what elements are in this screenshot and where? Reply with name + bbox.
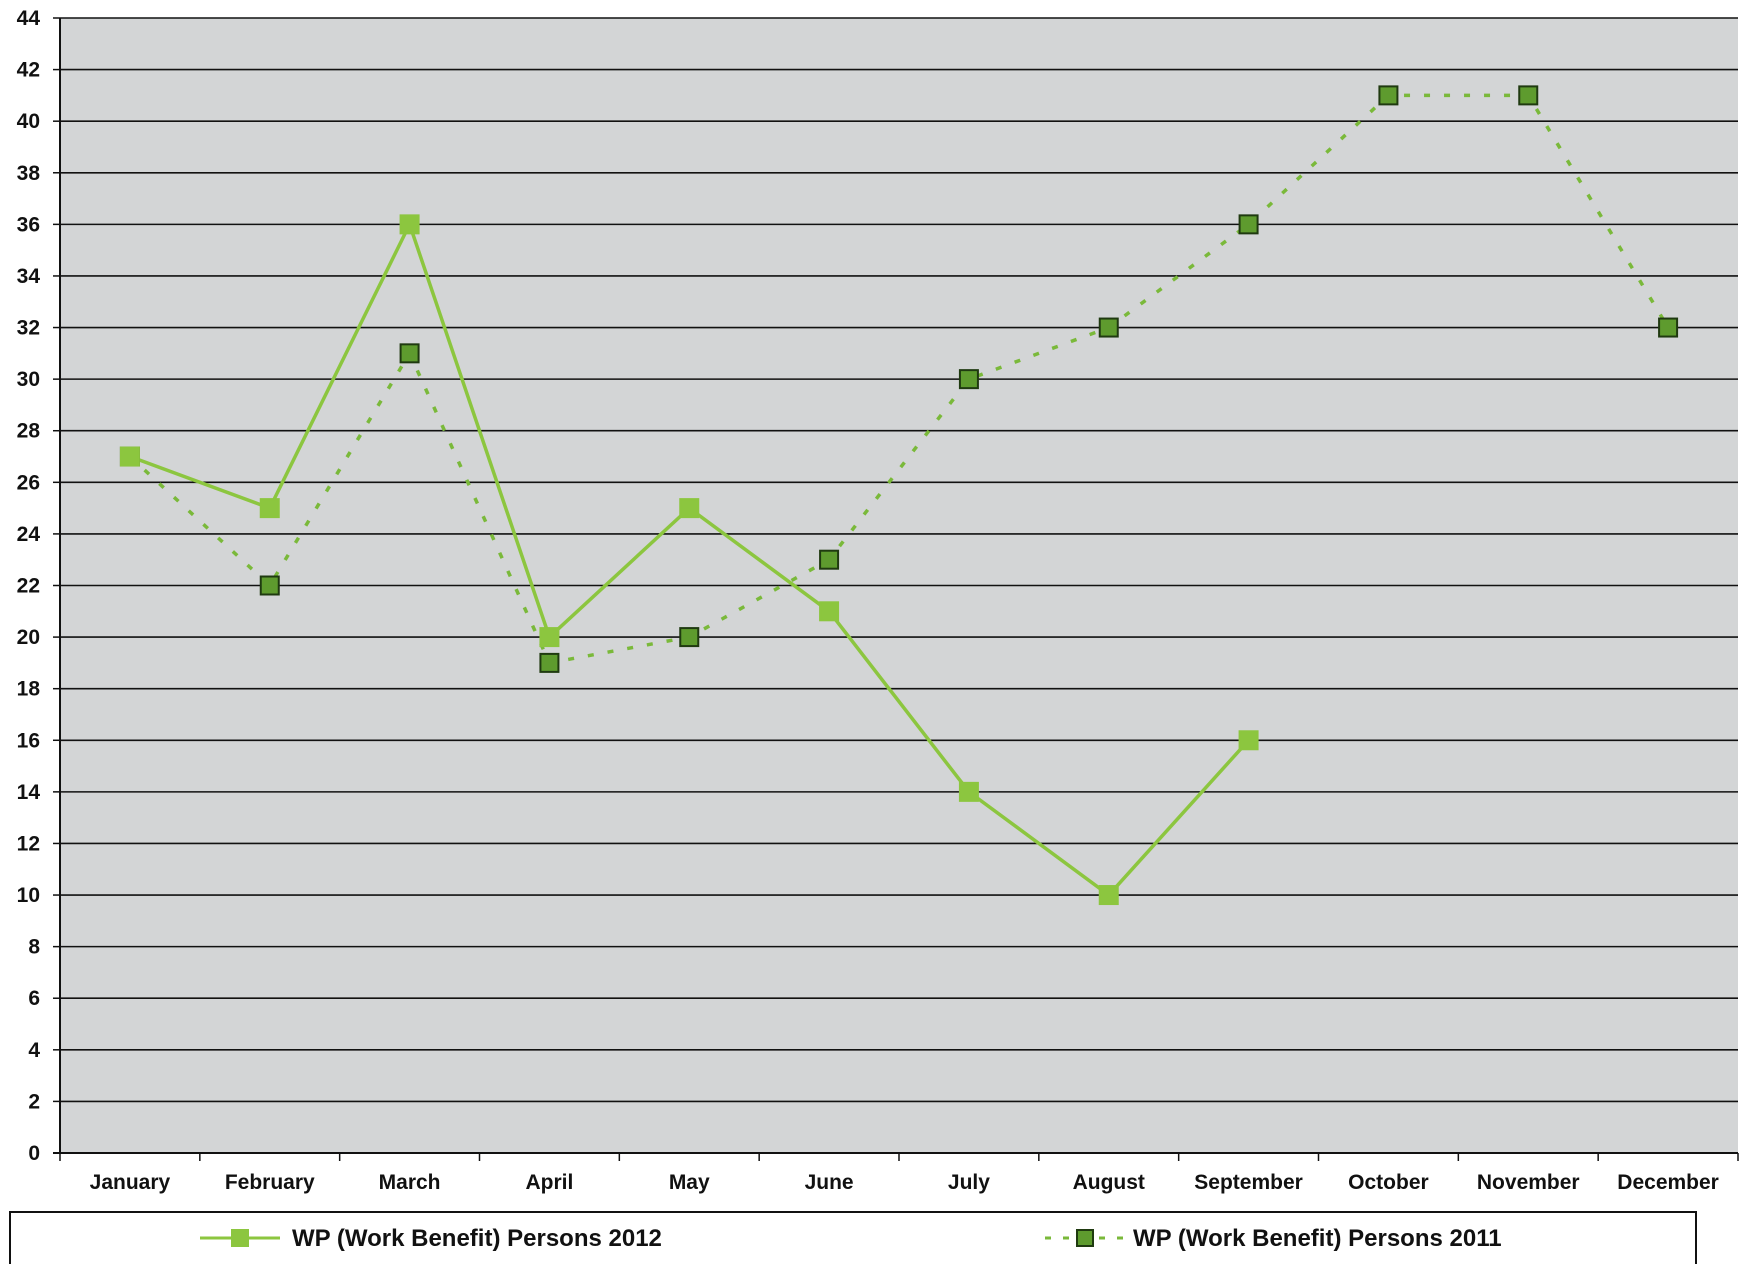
x-tick-label-july: July (948, 1171, 990, 1194)
legend-item-2011: WP (Work Benefit) Persons 2011 (1045, 1225, 1502, 1252)
y-tick-label: 18 (17, 678, 41, 701)
x-tick-label-january: January (90, 1171, 171, 1194)
x-tick-label-december: December (1617, 1171, 1719, 1194)
marker-2012-august (1098, 885, 1119, 906)
gridlines (60, 17, 1738, 1103)
y-tick-label: 36 (17, 213, 40, 236)
marker-2011-march (399, 343, 420, 364)
x-tick-label-november: November (1477, 1171, 1580, 1194)
marker-2011-october (1378, 85, 1399, 106)
y-tick-label: 14 (17, 781, 41, 804)
legend-item-2012: WP (Work Benefit) Persons 2012 (200, 1225, 662, 1252)
legend-label-2012: WP (Work Benefit) Persons 2012 (292, 1225, 662, 1252)
legend-label-2011: WP (Work Benefit) Persons 2011 (1133, 1225, 1502, 1252)
x-tick-label-august: August (1073, 1171, 1145, 1194)
legend-marker-2012 (231, 1229, 249, 1247)
y-tick-label: 40 (17, 110, 40, 133)
y-tick-label: 30 (17, 368, 40, 391)
y-tick-label: 8 (28, 936, 40, 959)
marker-2011-july (958, 369, 979, 390)
y-tick-label: 44 (17, 7, 41, 30)
y-tick-label: 0 (28, 1142, 40, 1165)
x-tick-label-february: February (225, 1171, 315, 1194)
y-tick-label: 16 (17, 729, 40, 752)
y-tick-label: 42 (17, 59, 40, 82)
y-tick-label: 20 (17, 626, 40, 649)
x-tick-label-june: June (805, 1171, 854, 1194)
y-tick-label: 6 (28, 987, 40, 1010)
marker-2011-april (539, 652, 560, 673)
marker-2012-september (1238, 730, 1259, 751)
legend-symbol-2011 (1045, 1229, 1125, 1247)
marker-2012-january (119, 446, 140, 467)
marker-2011-june (819, 549, 840, 570)
y-tick-label: 32 (17, 317, 40, 340)
y-tick-label: 4 (28, 1039, 40, 1062)
y-axis-tick-labels: 0246810121416182022242628303234363840424… (17, 7, 60, 1165)
y-tick-label: 26 (17, 471, 40, 494)
y-tick-label: 38 (17, 162, 41, 185)
y-tick-label: 24 (17, 523, 41, 546)
marker-2011-december (1658, 317, 1679, 338)
x-axis-tick-labels: January February March April May June July Augu… (59, 1153, 1739, 1194)
marker-2011-september (1238, 214, 1259, 235)
x-tick-label-march: March (379, 1171, 441, 1194)
series-markers (119, 85, 1679, 906)
x-tick-label-may: May (669, 1171, 710, 1194)
y-tick-label: 22 (17, 575, 40, 598)
legend: WP (Work Benefit) Persons 2012 WP (Work … (9, 1211, 1697, 1264)
x-tick-label-september: September (1194, 1171, 1303, 1194)
y-tick-label: 12 (17, 832, 40, 855)
marker-2012-february (259, 498, 280, 519)
marker-2012-march (399, 214, 420, 235)
legend-symbol-2012 (200, 1229, 280, 1247)
x-tick-label-april: April (525, 1171, 573, 1194)
marker-2012-may (679, 498, 700, 519)
legend-marker-2011 (1076, 1229, 1094, 1247)
y-tick-label: 2 (28, 1090, 40, 1113)
marker-2012-april (539, 627, 560, 648)
y-tick-label: 28 (17, 420, 41, 443)
legend-box (9, 1211, 1697, 1264)
marker-2011-august (1098, 317, 1119, 338)
marker-2011-may (679, 627, 700, 648)
marker-2011-november (1518, 85, 1539, 106)
marker-2011-february (259, 575, 280, 596)
x-tick-label-october: October (1348, 1171, 1429, 1194)
y-tick-label: 34 (17, 265, 41, 288)
y-tick-label: 10 (17, 884, 40, 907)
marker-2012-june (819, 601, 840, 622)
marker-2012-july (958, 781, 979, 802)
